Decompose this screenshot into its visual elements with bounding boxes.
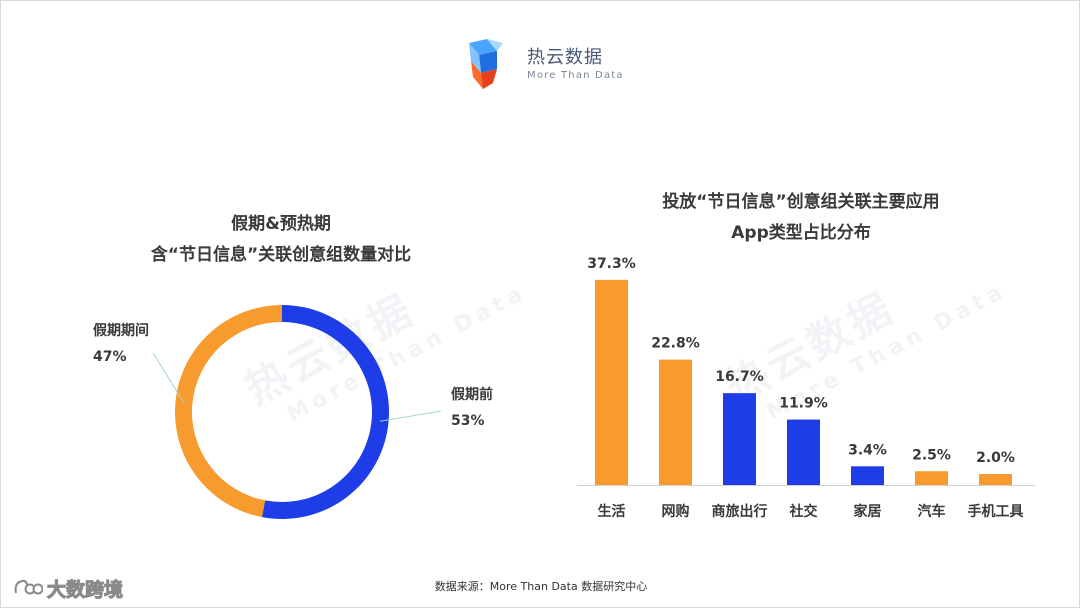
bar-2 <box>659 359 692 485</box>
bar-category-label: 家居 <box>854 503 882 520</box>
bar-6 <box>915 471 948 485</box>
data-source-note: 数据来源：More Than Data 数据研究中心 <box>434 580 648 593</box>
bar-title-line-1: 投放“节日信息”创意组关联主要应用 <box>662 192 940 212</box>
bar-value-label: 2.5% <box>912 447 951 463</box>
bar-value-label: 37.3% <box>587 256 636 272</box>
donut-leader-line <box>152 352 185 403</box>
bar-value-label: 11.9% <box>779 396 828 412</box>
bar-chart: 37.3% 生活 22.8% 网购 16.7% 商旅出行 11.9% 社交 3.4% 家居 2.5%… <box>577 256 1035 520</box>
bar-4 <box>787 419 820 485</box>
donut-title-line-2: 含“节日信息”关联创意组数量对比 <box>150 245 412 265</box>
brand-header: 热云数据 More Than Data <box>463 35 643 91</box>
bar-7 <box>979 474 1012 485</box>
bar-category-label: 商旅出行 <box>712 503 768 520</box>
bar-value-label: 22.8% <box>651 336 700 352</box>
corner-watermark-text: 大数跨境 <box>46 578 124 601</box>
donut-slice-label: 假期期间 <box>93 322 149 339</box>
bar-5 <box>851 466 884 485</box>
corner-watermark: 大数跨境 <box>13 575 124 601</box>
bar-value-label: 3.4% <box>848 442 887 458</box>
donut-slice-value: 47% <box>93 349 127 365</box>
donut-leader-line <box>379 410 442 422</box>
bar-title-line-2: App类型占比分布 <box>731 223 871 243</box>
bar-category-label: 手机工具 <box>968 503 1024 520</box>
corner-logo-icon <box>14 579 43 595</box>
brand-tagline: More Than Data <box>527 70 624 81</box>
donut-chart-title: 假期&预热期 含“节日信息”关联创意组数量对比 <box>21 209 541 271</box>
donut-slice-value: 53% <box>451 413 485 429</box>
bar-value-label: 16.7% <box>715 369 764 385</box>
donut-title-line-1: 假期&预热期 <box>231 214 331 234</box>
donut-slice-1 <box>261 305 390 519</box>
bar-1 <box>595 279 628 485</box>
bar-category-label: 网购 <box>662 503 690 520</box>
bar-3 <box>723 393 756 485</box>
bar-category-label: 生活 <box>598 503 626 520</box>
bar-value-label: 2.0% <box>976 450 1015 466</box>
donut-chart: 假期前 53% 假期期间 47% <box>93 305 493 519</box>
brand-logo-icon <box>469 39 503 89</box>
donut-slice-2 <box>174 305 282 518</box>
donut-slice-label: 假期前 <box>451 386 493 403</box>
bar-chart-title: 投放“节日信息”创意组关联主要应用 App类型占比分布 <box>541 187 1061 249</box>
bar-category-label: 社交 <box>789 503 818 520</box>
brand-name: 热云数据 <box>527 47 603 68</box>
bar-category-label: 汽车 <box>918 503 946 520</box>
